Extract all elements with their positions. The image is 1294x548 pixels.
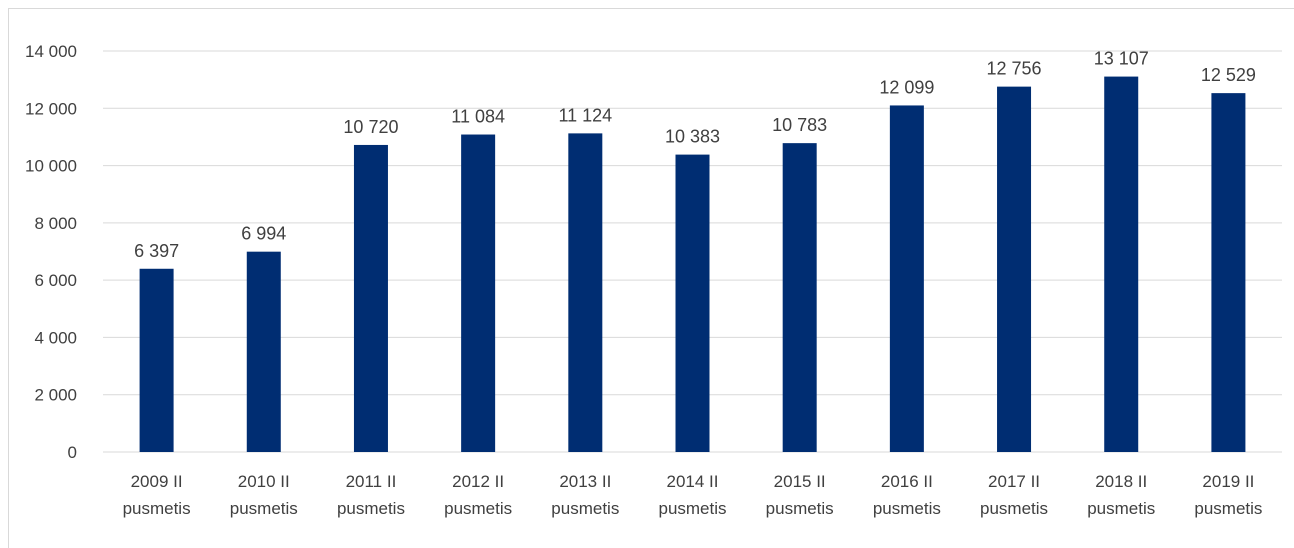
bar [782,143,817,452]
y-tick-label: 6 000 [34,271,77,290]
data-label: 10 720 [343,117,398,137]
y-axis: 0 2 000 4 000 6 000 8 000 10 000 12 000 14 000 [25,42,77,462]
y-tick-label: 4 000 [34,328,77,347]
bars [139,76,1246,453]
y-tick-label: 8 000 [34,214,77,233]
bar [889,105,924,452]
x-axis: 2009 II pusmetis 2010 II pusmetis 2011 II pus… [123,472,1263,518]
data-label: 13 107 [1094,49,1149,69]
x-tick-label: 2017 II [988,472,1040,491]
x-tick-label: 2019 II [1202,472,1254,491]
chart-frame [8,8,1294,548]
x-tick-label: pusmetis [873,499,941,518]
y-tick-label: 14 000 [25,42,77,61]
bar [568,133,603,452]
data-label: 11 084 [451,107,505,127]
data-label: 10 383 [665,127,720,147]
x-tick-label: pusmetis [123,499,191,518]
y-tick-label: 10 000 [25,157,77,176]
data-label: 6 994 [241,224,286,244]
x-tick-label: pusmetis [230,499,298,518]
x-tick-label: pusmetis [1087,499,1155,518]
x-tick-label: 2011 II [346,472,397,491]
y-tick-label: 2 000 [34,386,77,405]
y-tick-label: 12 000 [25,99,77,118]
x-tick-label: 2013 II [559,472,611,491]
x-tick-label: 2009 II [131,472,183,491]
data-label: 12 756 [987,59,1042,79]
bar [353,144,388,452]
x-tick-label: pusmetis [980,499,1048,518]
x-tick-label: pusmetis [444,499,512,518]
x-tick-label: 2014 II [667,472,719,491]
data-labels: 6 397 6 994 10 720 11 084 11 124 10 383 10 783… [134,49,1256,261]
data-label: 6 397 [134,241,179,261]
bar [1211,93,1246,453]
y-tick-label: 0 [68,443,77,462]
bar [997,86,1032,452]
x-tick-label: pusmetis [337,499,405,518]
x-tick-label: 2012 II [452,472,504,491]
x-tick-label: pusmetis [551,499,619,518]
bar [139,268,174,452]
x-tick-label: 2010 II [238,472,290,491]
x-tick-label: pusmetis [1194,499,1262,518]
data-label: 12 099 [879,77,934,97]
bar [675,154,710,453]
data-label: 10 783 [772,115,827,135]
x-tick-label: 2015 II [774,472,826,491]
bar [461,134,496,452]
x-tick-label: 2016 II [881,472,933,491]
x-tick-label: pusmetis [658,499,726,518]
x-tick-label: pusmetis [766,499,834,518]
bar [1104,76,1139,453]
bar [246,251,281,452]
data-label: 11 124 [558,105,612,125]
data-label: 12 529 [1201,65,1256,85]
x-tick-label: 2018 II [1095,472,1147,491]
